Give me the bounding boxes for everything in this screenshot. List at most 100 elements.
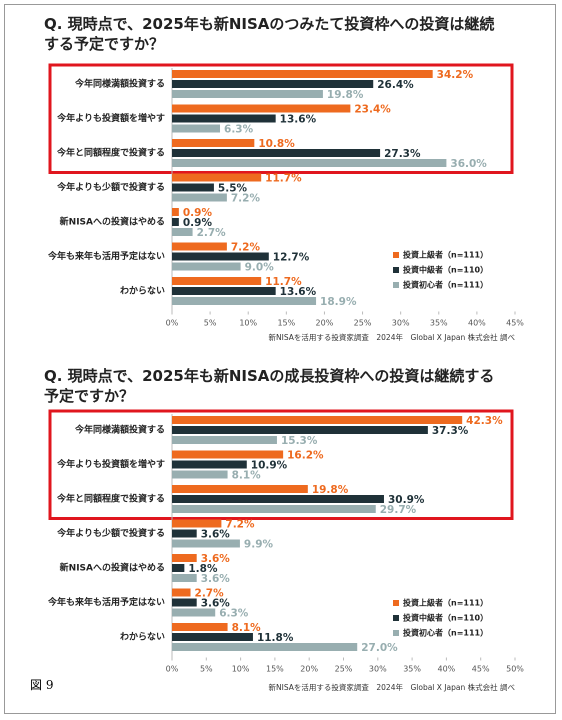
value-label: 27.0% xyxy=(361,642,398,654)
legend-swatch xyxy=(393,267,399,273)
x-tick-label: 35% xyxy=(430,319,448,328)
value-label: 36.0% xyxy=(450,158,487,170)
bar xyxy=(172,529,197,538)
legend-swatch xyxy=(393,282,399,288)
value-label: 7.2% xyxy=(231,193,261,205)
value-label: 6.3% xyxy=(219,608,249,620)
value-label: 10.9% xyxy=(251,460,288,472)
value-label: 37.3% xyxy=(432,425,469,437)
bar xyxy=(172,505,376,513)
value-label: 7.2% xyxy=(225,519,255,531)
category-label: わからない xyxy=(120,632,165,643)
bar xyxy=(172,539,240,548)
bar xyxy=(172,598,197,607)
value-label: 12.7% xyxy=(273,252,310,264)
legend-label: 投資中級者（n=110） xyxy=(403,265,488,275)
value-label: 42.3% xyxy=(466,415,503,427)
x-tick-label: 15% xyxy=(277,319,295,328)
bar xyxy=(172,519,222,528)
value-label: 11.7% xyxy=(265,276,302,288)
value-label: 19.8% xyxy=(327,89,364,101)
value-label: 3.6% xyxy=(201,553,231,565)
category-label: 今年同様満額投資する xyxy=(74,78,165,90)
bar xyxy=(172,470,228,479)
bar xyxy=(172,554,197,562)
bar xyxy=(172,252,269,261)
legend-swatch xyxy=(393,600,399,606)
bar xyxy=(172,262,241,271)
value-label: 0.9% xyxy=(183,217,213,229)
value-label: 6.3% xyxy=(224,124,254,136)
bar xyxy=(172,70,433,78)
bar xyxy=(172,588,191,597)
bar xyxy=(172,218,179,226)
x-tick-label: 15% xyxy=(266,665,284,674)
bar xyxy=(172,416,463,424)
bar xyxy=(172,242,227,251)
bar xyxy=(172,173,262,182)
highlight-box xyxy=(48,63,514,174)
x-tick-label: 30% xyxy=(392,319,410,328)
legend-label: 投資上級者（n=111） xyxy=(403,250,488,260)
category-label: 今年同様満額投資する xyxy=(74,424,165,436)
legend-label: 投資中級者（n=110） xyxy=(403,613,488,623)
category-label: 今年よりも少額で投資する xyxy=(56,527,165,539)
bar xyxy=(172,287,276,295)
legend-swatch xyxy=(393,630,399,636)
bar xyxy=(172,633,253,641)
bar xyxy=(172,297,317,305)
value-label: 13.6% xyxy=(280,114,317,126)
bar xyxy=(172,564,185,572)
bar xyxy=(172,426,428,434)
value-label: 11.7% xyxy=(265,173,302,185)
x-tick-label: 35% xyxy=(403,665,421,674)
bar xyxy=(172,436,277,444)
value-label: 9.9% xyxy=(244,539,274,551)
legend-label: 投資上級者（n=111） xyxy=(403,598,488,608)
value-label: 34.2% xyxy=(437,69,474,81)
value-label: 29.7% xyxy=(380,504,417,516)
bar xyxy=(172,228,193,236)
value-label: 18.9% xyxy=(320,296,357,308)
value-label: 15.3% xyxy=(281,435,318,447)
category-label: 今年と同額程度で投資する xyxy=(56,147,165,159)
category-label: 今年よりも投資額を増やす xyxy=(56,458,165,470)
legend-label: 投資初心者（n=111） xyxy=(403,628,488,638)
bar xyxy=(172,193,227,202)
value-label: 8.1% xyxy=(232,470,262,482)
x-tick-label: 40% xyxy=(468,319,486,328)
value-label: 5.5% xyxy=(218,183,248,195)
value-label: 2.7% xyxy=(197,227,227,239)
value-label: 13.6% xyxy=(280,286,317,298)
x-tick-label: 20% xyxy=(316,319,334,328)
value-label: 19.8% xyxy=(312,484,349,496)
bar xyxy=(172,643,358,651)
value-label: 11.8% xyxy=(257,632,294,644)
bar xyxy=(172,124,221,133)
bar xyxy=(172,159,447,167)
value-label: 9.0% xyxy=(245,262,275,274)
value-label: 0.9% xyxy=(183,207,213,219)
bar xyxy=(172,183,214,192)
bar xyxy=(172,485,308,493)
bar xyxy=(172,623,228,631)
category-label: 今年と同額程度で投資する xyxy=(56,493,165,505)
bar xyxy=(172,139,255,147)
category-label: 今年よりも投資額を増やす xyxy=(56,112,165,124)
x-tick-label: 5% xyxy=(200,665,213,674)
value-label: 7.2% xyxy=(231,242,261,254)
legend-swatch xyxy=(393,252,399,258)
value-label: 2.7% xyxy=(195,588,225,600)
value-label: 16.2% xyxy=(287,450,324,462)
category-label: 新NISAへの投資はやめる xyxy=(60,562,165,574)
category-label: 今年も来年も活用予定はない xyxy=(47,250,165,262)
x-tick-label: 30% xyxy=(369,665,387,674)
frame xyxy=(4,4,556,714)
bar xyxy=(172,574,197,582)
value-label: 23.4% xyxy=(354,104,391,116)
x-tick-label: 20% xyxy=(300,665,318,674)
value-label: 8.1% xyxy=(232,622,262,634)
x-tick-label: 40% xyxy=(438,665,456,674)
value-label: 1.8% xyxy=(188,563,218,575)
